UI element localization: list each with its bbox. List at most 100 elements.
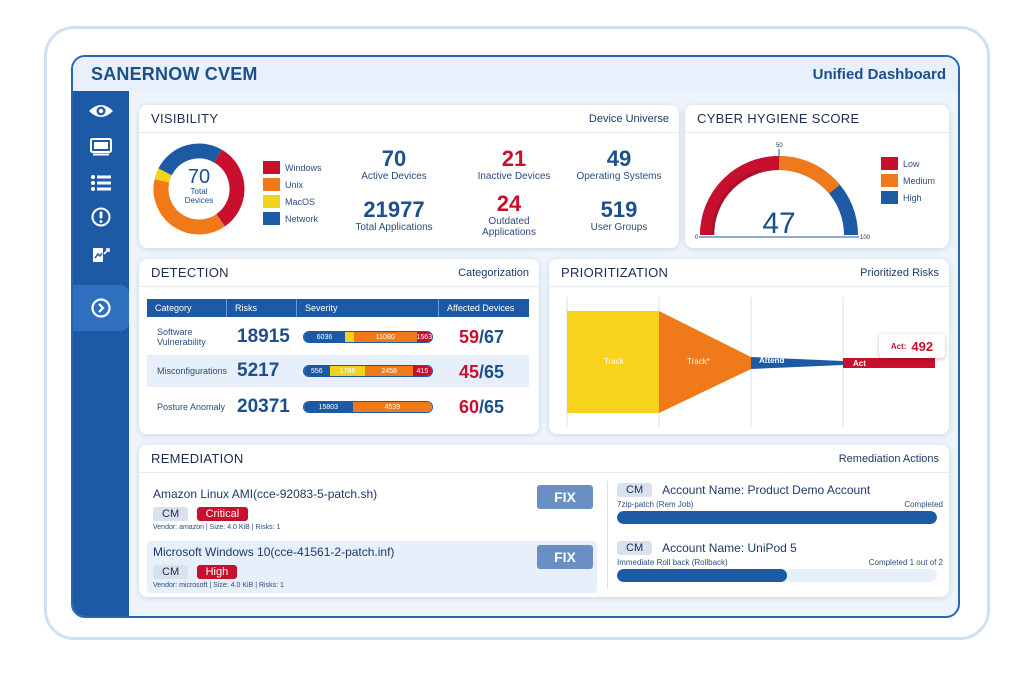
stat-outdated-applications: 24 Outdated Applications bbox=[469, 191, 549, 239]
row-risks: 20371 bbox=[237, 396, 290, 417]
alert-icon[interactable] bbox=[86, 205, 116, 229]
stat-inactive-devices: 21 Inactive Devices bbox=[459, 147, 569, 183]
severity-segment: 556 bbox=[304, 366, 330, 376]
chevron-right-circle-icon[interactable] bbox=[86, 296, 116, 320]
severity-badge: High bbox=[196, 565, 238, 579]
donut-label-1: Total bbox=[190, 187, 208, 196]
severity-segment: 1563 bbox=[416, 332, 433, 342]
devices-donut-chart bbox=[153, 143, 245, 235]
legend-label: High bbox=[903, 192, 922, 203]
legend-high: High bbox=[881, 191, 922, 204]
list-icon[interactable] bbox=[86, 171, 116, 195]
app-title: SANERNOW CVEM bbox=[91, 63, 258, 84]
row-category: Misconfigurations bbox=[157, 366, 228, 376]
dashboard-title: Unified Dashboard bbox=[812, 65, 946, 83]
affected-devices: 45/65 bbox=[459, 362, 504, 383]
legend-label: Unix bbox=[285, 179, 304, 190]
remediation-item[interactable]: Microsoft Windows 10(cce-41561-2-patch.i… bbox=[147, 541, 597, 593]
remediation-header: REMEDIATION Remediation Actions bbox=[139, 445, 949, 473]
gauge-medium-arc bbox=[778, 156, 840, 194]
severity-segment: 11080 bbox=[353, 332, 417, 342]
action-status: Completed 1 out of 2 bbox=[868, 558, 943, 567]
stage-label-attend: Attend bbox=[759, 356, 784, 365]
eye-icon[interactable] bbox=[86, 99, 116, 123]
gauge-max-label: 100 bbox=[860, 235, 871, 241]
report-icon[interactable] bbox=[86, 243, 116, 267]
stage-track-star bbox=[659, 311, 751, 413]
row-risks: 5217 bbox=[237, 360, 280, 381]
stage-attend bbox=[751, 357, 843, 369]
stat-value: 24 bbox=[496, 191, 522, 216]
dashboard-window: SANERNOW CVEM Unified Dashboard VISIBILI… bbox=[71, 55, 960, 618]
prioritization-card: PRIORITIZATION Prioritized Risks Track T… bbox=[549, 259, 949, 434]
stage-label-act: Act bbox=[853, 359, 866, 368]
legend-swatch bbox=[263, 212, 280, 225]
donut-total: 70 bbox=[187, 166, 211, 188]
hygiene-gauge: 0 50 100 47 bbox=[695, 143, 871, 241]
stat-value: 49 bbox=[606, 146, 632, 171]
column-severity: Severity bbox=[297, 299, 439, 317]
sidebar-active-item bbox=[73, 285, 129, 331]
cm-tag: CM bbox=[617, 483, 653, 497]
column-risks: Risks bbox=[227, 299, 297, 317]
action-item[interactable]: CM Account Name: UniPod 5 Immediate Roll … bbox=[617, 541, 943, 582]
donut-center: 70 Total Devices bbox=[151, 167, 247, 205]
action-item[interactable]: CM Account Name: Product Demo Account 7zi… bbox=[617, 483, 943, 524]
affected-count: 60 bbox=[459, 397, 480, 417]
table-row[interactable]: Posture Anomaly 20371 bbox=[147, 391, 529, 423]
remediation-card: REMEDIATION Remediation Actions Amazon L… bbox=[139, 445, 949, 597]
legend-swatch bbox=[263, 161, 280, 174]
action-account: Account Name: Product Demo Account bbox=[662, 483, 871, 497]
legend-label: MacOS bbox=[285, 196, 316, 207]
stage-act bbox=[843, 358, 935, 368]
act-callout: Act: 492 bbox=[879, 334, 945, 358]
visibility-subtitle: Device Universe bbox=[588, 112, 669, 125]
remediation-item[interactable]: Amazon Linux AMI(cce-92083-5-patch.sh) C… bbox=[147, 483, 597, 535]
visibility-header: VISIBILITY Device Universe bbox=[139, 105, 679, 133]
remediation-subtitle: Remediation Actions bbox=[838, 452, 939, 465]
remediation-title: REMEDIATION bbox=[151, 451, 244, 466]
stat-operating-systems: 49 Operating Systems bbox=[559, 146, 679, 183]
fix-button[interactable]: FIX bbox=[537, 485, 593, 509]
remediation-divider bbox=[607, 481, 608, 589]
action-account: Account Name: UniPod 5 bbox=[662, 541, 797, 555]
legend-label: Network bbox=[285, 213, 319, 224]
stat-user-groups: 519 User Groups bbox=[559, 198, 679, 234]
action-progress-fill bbox=[617, 511, 937, 524]
affected-count: 45 bbox=[459, 362, 480, 382]
legend-swatch bbox=[881, 157, 898, 170]
affected-count: 59 bbox=[459, 327, 480, 347]
cm-tag: CM bbox=[617, 541, 653, 555]
stat-label: Outdated Applications bbox=[482, 216, 536, 238]
detection-card: DETECTION Categorization Category Risks … bbox=[139, 259, 539, 434]
remediation-item-name: Microsoft Windows 10(cce-41561-2-patch.i… bbox=[153, 545, 395, 559]
act-callout-value: 492 bbox=[911, 338, 934, 354]
gauge-mid-label: 50 bbox=[776, 143, 783, 149]
prioritization-title: PRIORITIZATION bbox=[561, 265, 669, 280]
severity-bar: 6036 11080 1563 bbox=[303, 331, 433, 343]
hygiene-score: 47 bbox=[762, 207, 795, 240]
gauge-low-arc bbox=[700, 156, 780, 236]
sidebar bbox=[73, 91, 129, 616]
cm-tag: CM bbox=[153, 565, 189, 579]
severity-bar: 15803 4539 bbox=[303, 401, 433, 413]
table-row[interactable]: Software Vulnerability 18915 bbox=[147, 321, 529, 353]
affected-devices: 60/65 bbox=[459, 397, 504, 418]
remediation-item-meta: Vendor: microsoft | Size: 4.0 KiB | Risk… bbox=[153, 582, 284, 589]
severity-segment: 6036 bbox=[304, 332, 345, 342]
stat-label: Operating Systems bbox=[576, 171, 662, 182]
monitor-icon[interactable] bbox=[86, 135, 116, 159]
visibility-card: VISIBILITY Device Universe 70 Total Devi… bbox=[139, 105, 679, 248]
legend-swatch bbox=[881, 174, 898, 187]
fix-button[interactable]: FIX bbox=[537, 545, 593, 569]
legend-swatch bbox=[263, 195, 280, 208]
detection-subtitle: Categorization bbox=[458, 266, 529, 279]
stat-label: Total Applications bbox=[355, 222, 433, 233]
legend-medium: Medium bbox=[881, 174, 935, 187]
stat-value: 21977 bbox=[363, 197, 425, 222]
donut-slice-unix bbox=[153, 143, 245, 235]
severity-badge: Critical bbox=[196, 507, 249, 521]
severity-segment: 2458 bbox=[365, 366, 413, 376]
action-job: 7zip-patch (Rem Job) bbox=[617, 500, 694, 509]
stat-total-applications: 21977 Total Applications bbox=[339, 197, 449, 234]
